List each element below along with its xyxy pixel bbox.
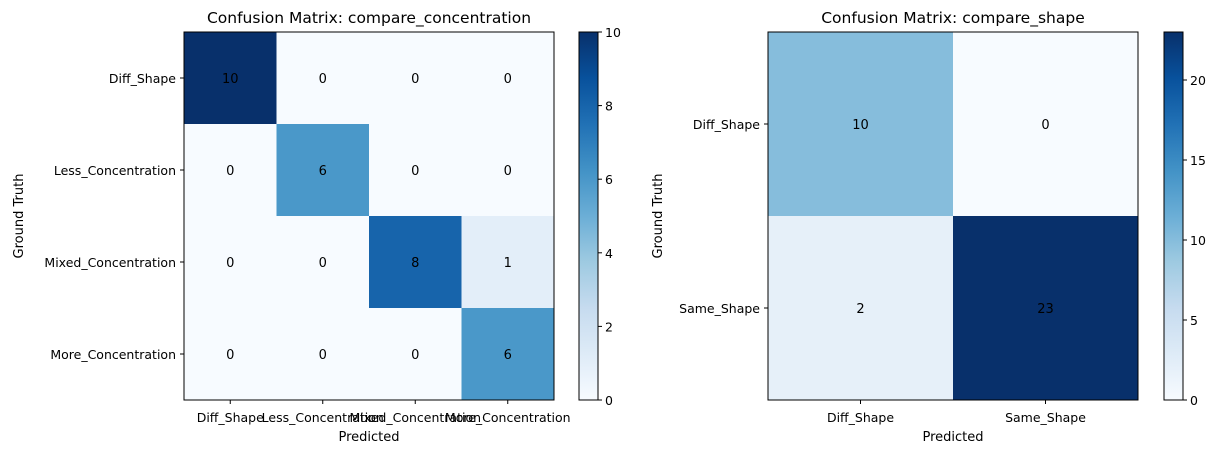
- y-tick-label: Diff_Shape: [693, 117, 760, 132]
- cell-value-label: 0: [319, 256, 327, 271]
- cell-value-label: 0: [319, 348, 327, 363]
- heatmap-cell: [768, 216, 954, 401]
- cell-value-label: 6: [319, 164, 327, 179]
- heatmap-cell: [276, 216, 370, 309]
- colorbar: [1163, 31, 1184, 401]
- colorbar-tick-label: 8: [605, 99, 613, 114]
- x-tick-label: Diff_Shape: [197, 410, 264, 425]
- x-tick-label: Diff_Shape: [827, 410, 894, 425]
- x-tick-label: More_Concentration: [445, 410, 571, 425]
- y-tick-label: Mixed_Concentration: [44, 255, 176, 270]
- cell-value-label: 0: [226, 256, 234, 271]
- cell-value-label: 1: [504, 256, 512, 271]
- heatmap-cell: [461, 216, 555, 309]
- heatmap-cell: [369, 216, 462, 309]
- heatmap-cell: [461, 124, 555, 217]
- x-axis-label: Predicted: [338, 430, 399, 445]
- x-tick-label: Same_Shape: [1005, 410, 1086, 425]
- colorbar-tick-label: 0: [1190, 393, 1198, 408]
- heatmap-cell: [184, 124, 277, 217]
- cell-value-label: 0: [411, 164, 419, 179]
- y-axis-label: Ground Truth: [12, 174, 27, 259]
- confusion-matrix-compare-shape: 10 0 2 23 Diff_Shape Same_Shape Diff_Shape Same…: [651, 9, 1206, 445]
- y-tick-label: Same_Shape: [679, 301, 760, 316]
- cell-value-label: 8: [411, 256, 419, 271]
- colorbar-tick-label: 0: [605, 393, 613, 408]
- cell-value-label: 0: [319, 72, 327, 87]
- x-tick-label: Mixed_Concentration: [349, 410, 481, 425]
- heatmap-cell: [184, 32, 277, 125]
- confusion-matrix-compare-concentration: 10 0 0 00 6 0 00 0 8 10 0 0 6Diff_ShapeLess_Concentr…: [12, 9, 621, 445]
- chart-title: Confusion Matrix: compare_concentration: [207, 9, 531, 28]
- cell-value-label: 0: [504, 164, 512, 179]
- colorbar-tick-label: 4: [605, 246, 613, 261]
- plot-frame: [183, 31, 555, 401]
- heatmap-cell: [461, 308, 555, 401]
- colorbar-tick-label: 5: [1190, 313, 1198, 328]
- heatmap-cell: [461, 32, 555, 125]
- y-tick-label: Diff_Shape: [109, 71, 176, 86]
- colorbar-tick-label: 20: [1190, 73, 1206, 88]
- heatmap-cell: [953, 216, 1139, 401]
- colorbar-tick-label: 10: [1190, 233, 1206, 248]
- heatmap-cell: [184, 308, 277, 401]
- cell-value-label: 6: [504, 348, 512, 363]
- y-tick-label: More_Concentration: [50, 347, 176, 362]
- chart-title: Confusion Matrix: compare_shape: [821, 9, 1085, 28]
- x-tick-label: Less_Concentration: [262, 410, 384, 425]
- cell-value-label: 23: [1037, 302, 1054, 317]
- cell-value-label: 10: [222, 72, 239, 87]
- cell-value-label: 0: [411, 72, 419, 87]
- cell-value-label: 0: [1041, 118, 1049, 133]
- heatmap-cell: [276, 32, 370, 125]
- cell-value-label: 0: [226, 164, 234, 179]
- colorbar-tick-label: 6: [605, 172, 613, 187]
- x-axis-label: Predicted: [922, 430, 983, 445]
- cell-value-label: 0: [504, 72, 512, 87]
- colorbar-tick-label: 15: [1190, 153, 1206, 168]
- heatmap-cell: [369, 308, 462, 401]
- heatmap-cell: [369, 124, 462, 217]
- heatmap-cell: [768, 32, 954, 217]
- cell-value-label: 0: [411, 348, 419, 363]
- heatmap-cell: [276, 308, 370, 401]
- y-axis-label: Ground Truth: [651, 174, 666, 259]
- cell-value-label: 2: [856, 302, 864, 317]
- plot-frame: [767, 31, 1139, 401]
- colorbar: [578, 31, 599, 401]
- heatmap-cell: [953, 32, 1139, 217]
- colorbar-tick-label: 2: [605, 319, 613, 334]
- cell-value-label: 0: [226, 348, 234, 363]
- heatmap-cell: [184, 216, 277, 309]
- cell-value-label: 10: [852, 118, 869, 133]
- heatmap-cell: [369, 32, 462, 125]
- colorbar-tick-label: 10: [605, 25, 621, 40]
- y-tick-label: Less_Concentration: [54, 163, 176, 178]
- heatmap-cell: [276, 124, 370, 217]
